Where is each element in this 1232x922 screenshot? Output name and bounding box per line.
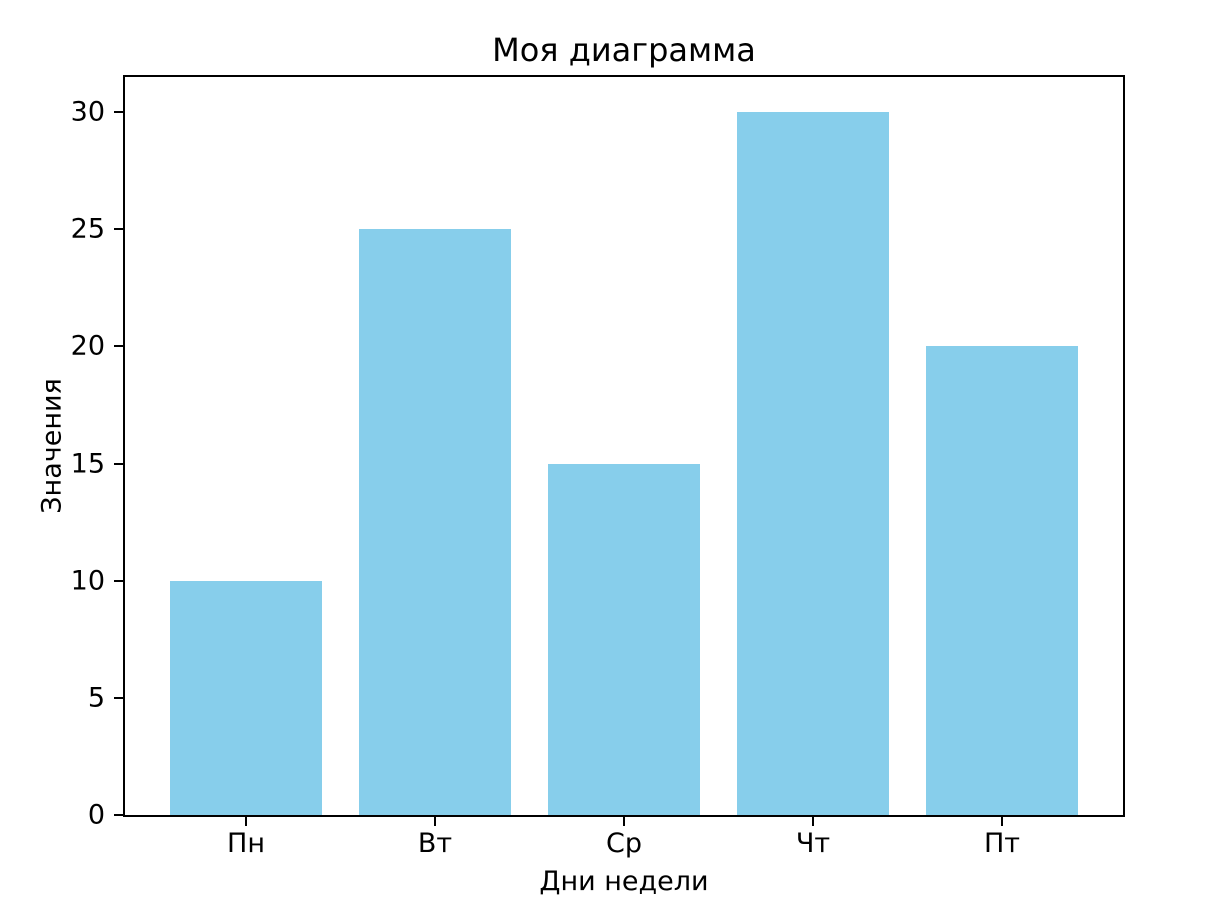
- x-tick-label-Пн: Пн: [227, 828, 265, 859]
- bar-Чт: [737, 112, 889, 815]
- chart-title: Моя диаграмма: [492, 31, 756, 69]
- x-tick-mark: [623, 817, 625, 826]
- bars-container: [125, 77, 1123, 815]
- y-axis-label: Значения: [36, 378, 68, 514]
- x-tick-mark: [812, 817, 814, 826]
- bar-Вт: [359, 229, 511, 815]
- y-tick-label: 5: [87, 682, 105, 714]
- x-tick-label-Пт: Пт: [983, 828, 1021, 859]
- y-tick-mark: [114, 579, 123, 582]
- x-tick-label-Вт: Вт: [417, 828, 453, 859]
- y-tick-label: 10: [70, 565, 105, 597]
- x-tick-label-Ср: Ср: [606, 828, 642, 859]
- y-tick-mark: [114, 111, 123, 114]
- y-tick-label: 15: [70, 448, 105, 480]
- y-tick-label: 25: [70, 213, 105, 245]
- x-axis-label: Дни недели: [539, 866, 709, 897]
- x-tick-mark: [434, 817, 436, 826]
- bar-Пт: [926, 346, 1078, 815]
- y-tick-label: 0: [87, 799, 105, 831]
- plot-area: [123, 75, 1125, 817]
- y-tick-mark: [114, 696, 123, 699]
- y-tick-mark: [114, 228, 123, 231]
- y-tick-mark: [114, 345, 123, 348]
- y-tick-mark: [114, 462, 123, 465]
- bar-Пн: [170, 580, 322, 815]
- y-tick-mark: [114, 814, 123, 816]
- bar-Ср: [548, 463, 700, 815]
- x-tick-label-Чт: Чт: [795, 828, 831, 859]
- y-tick-label: 20: [70, 330, 105, 362]
- x-tick-mark: [245, 817, 247, 826]
- x-tick-mark: [1001, 817, 1003, 826]
- y-tick-label: 30: [70, 96, 105, 128]
